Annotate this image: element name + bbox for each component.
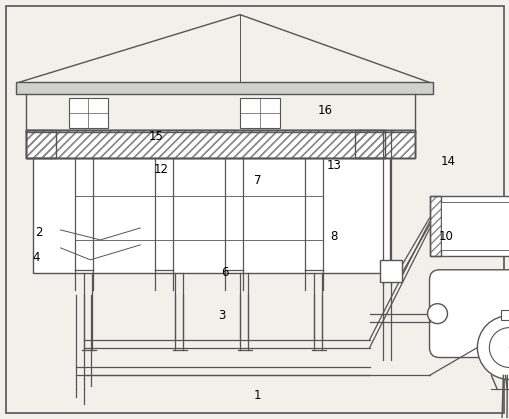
- Bar: [25, 130, 55, 158]
- Bar: [55, 130, 354, 158]
- Text: 1: 1: [253, 389, 261, 402]
- Bar: [16, 83, 432, 94]
- Text: 13: 13: [326, 159, 341, 172]
- Bar: [25, 130, 414, 158]
- Text: 7: 7: [253, 174, 261, 187]
- Bar: [33, 158, 389, 273]
- Bar: [68, 98, 108, 128]
- Text: 10: 10: [437, 230, 453, 243]
- Bar: [429, 196, 509, 256]
- Text: 4: 4: [33, 251, 40, 264]
- Bar: [429, 196, 441, 256]
- Bar: [354, 130, 384, 158]
- Text: 6: 6: [220, 266, 228, 279]
- Text: 16: 16: [317, 103, 332, 116]
- Text: 14: 14: [440, 155, 455, 168]
- Text: 8: 8: [329, 230, 337, 243]
- Bar: [429, 196, 441, 256]
- Text: 12: 12: [153, 163, 168, 176]
- Circle shape: [476, 316, 509, 380]
- Bar: [441, 202, 509, 250]
- Text: 2: 2: [35, 226, 43, 239]
- Text: 3: 3: [218, 310, 225, 323]
- Bar: [240, 98, 279, 128]
- Bar: [500, 310, 509, 320]
- FancyBboxPatch shape: [429, 270, 509, 357]
- Bar: [25, 130, 414, 158]
- Bar: [25, 130, 55, 158]
- Bar: [25, 130, 414, 158]
- Circle shape: [427, 304, 446, 323]
- Bar: [379, 260, 401, 282]
- Circle shape: [489, 328, 509, 367]
- Text: 15: 15: [148, 130, 163, 143]
- Bar: [25, 130, 414, 158]
- Bar: [354, 130, 384, 158]
- Bar: [25, 130, 414, 158]
